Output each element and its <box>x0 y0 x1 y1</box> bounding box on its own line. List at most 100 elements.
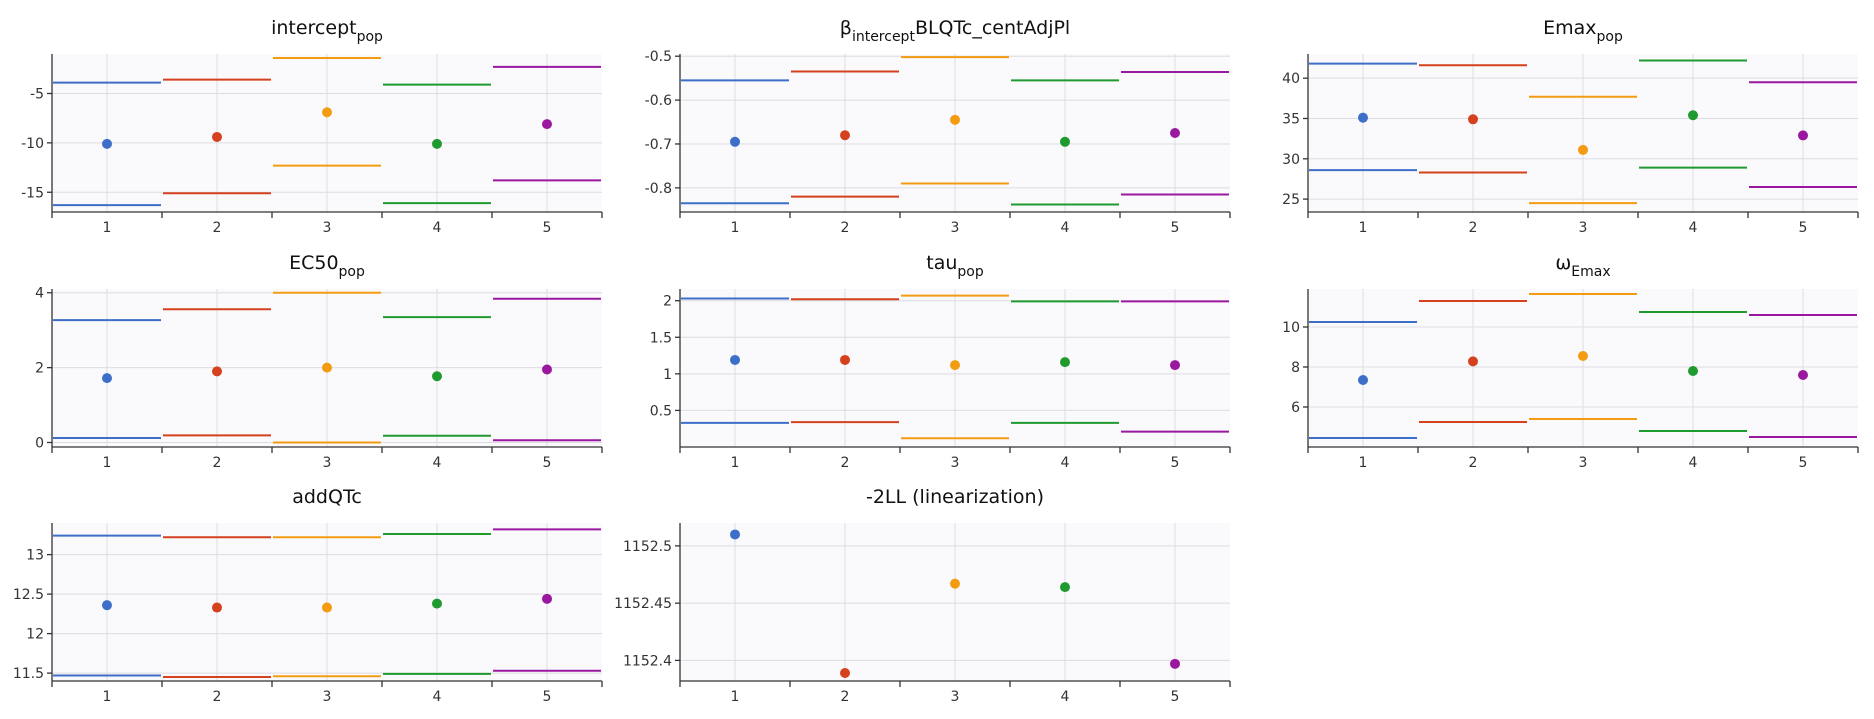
estimate-point <box>212 602 222 613</box>
estimate-point <box>102 600 112 611</box>
estimate-point <box>840 354 850 365</box>
estimate-point <box>1060 582 1070 593</box>
estimate-point <box>1060 357 1070 368</box>
x-tick-label: 5 <box>543 455 552 471</box>
estimate-point <box>1798 130 1808 141</box>
x-tick-label: 4 <box>433 689 442 705</box>
x-tick-label: 1 <box>103 220 112 236</box>
y-tick-label: -15 <box>21 185 44 201</box>
estimate-point <box>542 119 552 130</box>
chart-title: ωEmax <box>1555 252 1610 280</box>
estimate-point <box>542 593 552 604</box>
estimate-point <box>950 578 960 589</box>
x-tick-label: 1 <box>1359 455 1368 471</box>
y-tick-label: -0.5 <box>645 49 672 65</box>
x-tick-label: 4 <box>1689 455 1698 471</box>
x-tick-label: 5 <box>1171 220 1180 236</box>
estimate-point <box>1170 360 1180 371</box>
x-tick-label: 3 <box>951 220 960 236</box>
y-tick-label: 0 <box>35 436 44 452</box>
y-tick-label: 10 <box>1282 320 1300 336</box>
estimate-point <box>102 138 112 149</box>
estimate-point <box>1468 114 1478 125</box>
x-tick-label: 4 <box>1689 220 1698 236</box>
estimate-point <box>840 667 850 678</box>
x-tick-label: 4 <box>1061 220 1070 236</box>
x-tick-label: 3 <box>951 689 960 705</box>
x-tick-label: 2 <box>841 689 850 705</box>
estimate-point <box>1688 110 1698 121</box>
y-tick-label: -0.8 <box>645 181 672 197</box>
estimate-point <box>212 131 222 142</box>
y-tick-label: 2 <box>663 294 672 310</box>
x-tick-label: 3 <box>951 455 960 471</box>
chart-panel-8: 1152.4 1152.45 1152.5 1 2 3 4 5 -2LL (linearizat… <box>614 486 1231 705</box>
x-tick-label: 2 <box>1469 220 1478 236</box>
x-tick-label: 2 <box>841 220 850 236</box>
estimate-point <box>950 360 960 371</box>
estimate-point <box>1170 128 1180 138</box>
estimate-point <box>1578 144 1588 155</box>
y-tick-label: 4 <box>35 286 44 302</box>
x-tick-label: 1 <box>103 455 112 471</box>
x-tick-label: 5 <box>543 689 552 705</box>
x-tick-label: 1 <box>1359 220 1368 236</box>
chart-title: -2LL (linearization) <box>866 486 1044 508</box>
chart-title: Emaxpop <box>1543 17 1623 45</box>
estimate-point <box>1468 356 1478 367</box>
estimate-point <box>212 366 222 377</box>
x-tick-label: 1 <box>731 689 740 705</box>
x-tick-label: 3 <box>1579 220 1588 236</box>
y-tick-label: 8 <box>1291 360 1300 376</box>
chart-title: taupop <box>926 252 984 280</box>
estimate-point <box>432 371 442 382</box>
estimate-point <box>322 362 332 373</box>
x-tick-label: 3 <box>323 689 332 705</box>
x-tick-label: 4 <box>433 220 442 236</box>
y-tick-label: 11.5 <box>13 666 44 682</box>
chart-panel-4: 0 2 4 1 2 3 4 5 EC50pop <box>35 252 603 471</box>
estimate-point <box>322 602 332 613</box>
y-tick-label: 12 <box>26 627 44 643</box>
chart-panel-3: 25 30 35 40 1 2 3 4 5 Emaxpop <box>1282 17 1859 236</box>
estimate-point <box>1798 370 1808 380</box>
y-tick-label: 1.5 <box>650 330 672 346</box>
x-tick-label: 5 <box>1799 220 1808 236</box>
y-tick-label: 1152.45 <box>614 596 672 612</box>
x-tick-label: 2 <box>213 455 222 471</box>
estimate-point <box>730 136 740 147</box>
estimate-point <box>322 107 332 118</box>
x-tick-label: 3 <box>323 220 332 236</box>
y-tick-label: -5 <box>30 87 44 103</box>
y-tick-label: 1152.4 <box>623 653 672 669</box>
y-tick-label: -10 <box>21 136 44 152</box>
x-tick-label: 2 <box>841 455 850 471</box>
x-tick-label: 1 <box>731 220 740 236</box>
x-tick-label: 2 <box>213 220 222 236</box>
x-tick-label: 4 <box>1061 689 1070 705</box>
estimate-point <box>432 138 442 149</box>
y-tick-label: 2 <box>35 361 44 377</box>
y-tick-label: 25 <box>1282 192 1300 208</box>
chart-panel-2: -0.8 -0.7 -0.6 -0.5 1 2 3 4 5 βinterceptBLQTc_cen… <box>645 17 1231 236</box>
chart-title: interceptpop <box>271 17 383 45</box>
estimate-point <box>730 354 740 365</box>
estimate-point <box>1060 136 1070 147</box>
x-tick-label: 4 <box>1061 455 1070 471</box>
x-tick-label: 5 <box>543 220 552 236</box>
x-tick-label: 5 <box>1171 455 1180 471</box>
estimate-point <box>102 373 112 384</box>
estimate-point <box>542 364 552 375</box>
estimate-point <box>840 130 850 141</box>
x-tick-label: 2 <box>213 689 222 705</box>
chart-panel-5: 0.5 1 1.5 2 1 2 3 4 5 taupop <box>650 252 1231 471</box>
estimate-point <box>1688 366 1698 376</box>
y-tick-label: 12.5 <box>13 587 44 603</box>
estimate-point <box>950 114 960 125</box>
y-tick-label: 0.5 <box>650 403 672 419</box>
y-tick-label: 1 <box>663 367 672 383</box>
y-tick-label: 6 <box>1291 400 1300 416</box>
